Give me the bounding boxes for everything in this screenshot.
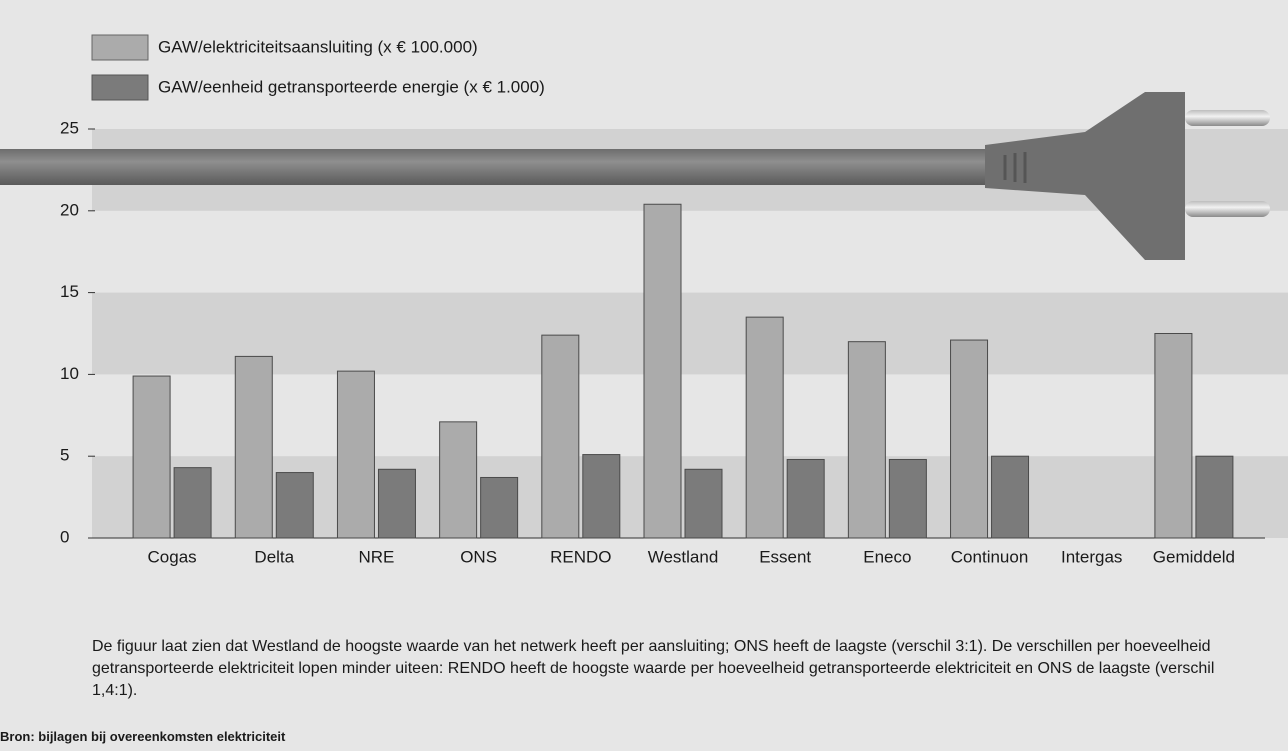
bar <box>1155 334 1192 539</box>
source: Bron: bijlagen bij overeenkomsten elektr… <box>0 729 285 744</box>
x-tick-label: Cogas <box>148 547 197 566</box>
legend-swatch <box>92 35 148 60</box>
chart: 0 5 10 15 20 25 Cogas Delta NRE ONS RENDO Westland E… <box>0 0 1288 620</box>
y-tick-label: 15 <box>60 282 79 301</box>
bar <box>276 473 313 538</box>
y-tick-label: 5 <box>60 446 69 465</box>
legend-swatch <box>92 75 148 100</box>
page: 0 5 10 15 20 25 Cogas Delta NRE ONS RENDO Westland E… <box>0 0 1288 751</box>
bar <box>746 317 783 538</box>
bar <box>378 469 415 538</box>
bar <box>133 376 170 538</box>
bar <box>644 204 681 538</box>
x-tick-label: Eneco <box>863 547 911 566</box>
plug-illustration <box>0 92 1270 260</box>
x-tick-label: Intergas <box>1061 547 1122 566</box>
y-tick-label: 10 <box>60 364 79 383</box>
legend-label: GAW/elektriciteitsaansluiting (x € 100.0… <box>158 37 478 56</box>
x-tick-label: Westland <box>648 547 719 566</box>
y-tick-label: 25 <box>60 118 79 137</box>
bar <box>440 422 477 538</box>
y-tick-label: 20 <box>60 200 79 219</box>
description: De figuur laat zien dat Westland de hoog… <box>92 636 1252 702</box>
legend-label: GAW/eenheid getransporteerde energie (x … <box>158 77 545 96</box>
x-tick-label: ONS <box>460 547 497 566</box>
bar <box>889 459 926 538</box>
bar <box>787 459 824 538</box>
x-tick-label: Continuon <box>951 547 1029 566</box>
bar <box>337 371 374 538</box>
x-tick-label: NRE <box>359 547 395 566</box>
bar <box>583 455 620 538</box>
x-tick-label: Gemiddeld <box>1153 547 1235 566</box>
bar <box>1196 456 1233 538</box>
bar <box>848 342 885 538</box>
bar <box>992 456 1029 538</box>
bar <box>174 468 211 538</box>
y-tick-label: 0 <box>60 527 69 546</box>
x-tick-label: Essent <box>759 547 811 566</box>
bar <box>542 335 579 538</box>
x-tick-label: Delta <box>254 547 294 566</box>
bar <box>481 477 518 538</box>
bar <box>685 469 722 538</box>
bar <box>951 340 988 538</box>
bar <box>235 356 272 538</box>
x-tick-label: RENDO <box>550 547 611 566</box>
